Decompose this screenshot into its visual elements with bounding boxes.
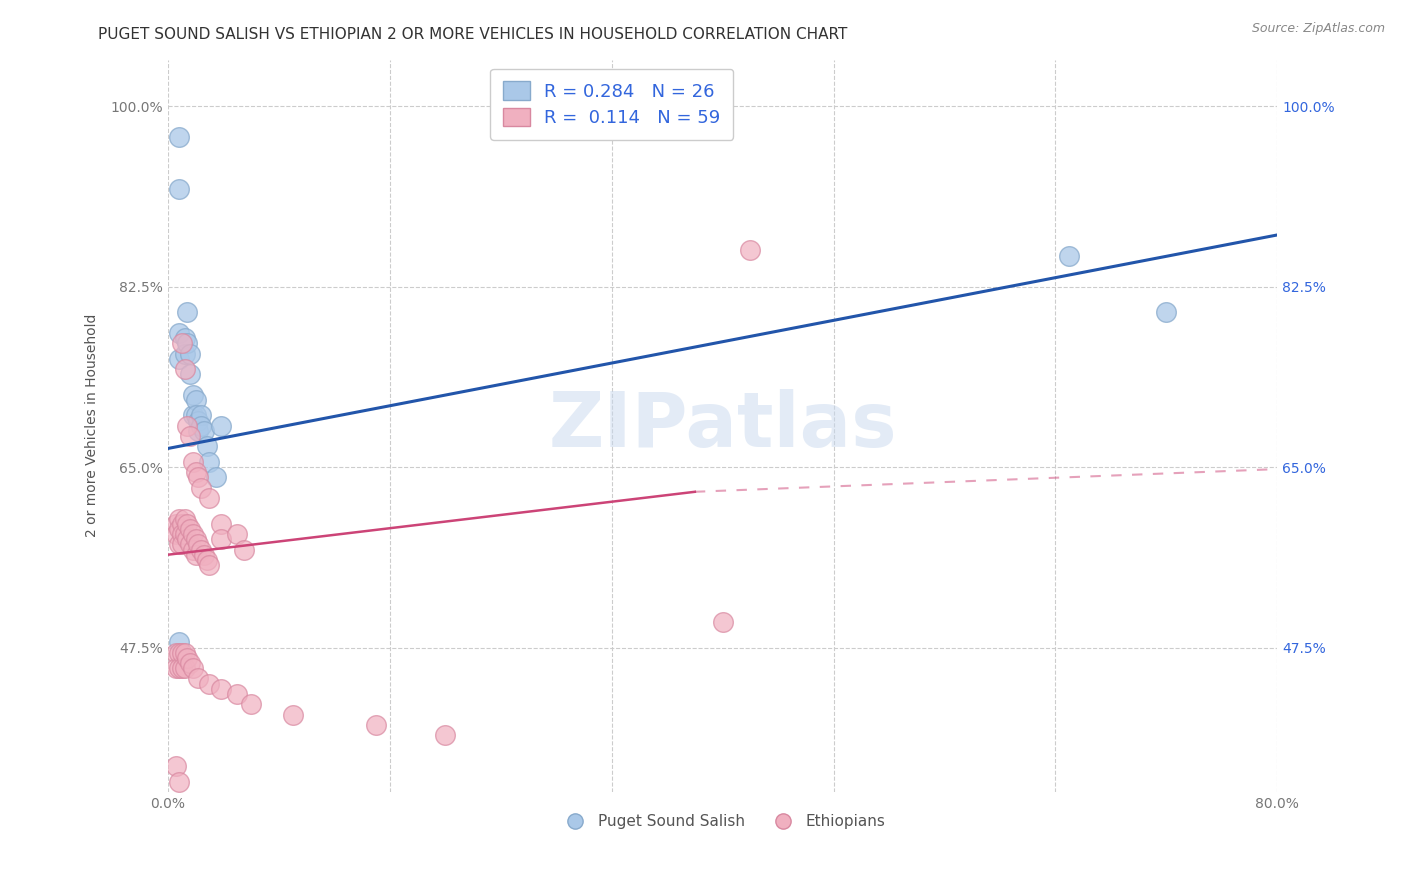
Point	[165, 516, 187, 531]
Point	[170, 646, 193, 660]
Point	[167, 181, 190, 195]
Point	[176, 516, 198, 531]
Point	[1156, 305, 1178, 319]
Point	[209, 681, 232, 696]
Point	[170, 336, 193, 351]
Point	[240, 698, 263, 712]
Point	[170, 537, 193, 551]
Point	[181, 409, 204, 423]
Point	[711, 615, 734, 629]
Point	[167, 661, 190, 675]
Point	[1059, 249, 1081, 263]
Point	[226, 687, 249, 701]
Point	[190, 481, 212, 495]
Point	[205, 470, 228, 484]
Point	[181, 455, 204, 469]
Point	[190, 418, 212, 433]
Point	[173, 511, 195, 525]
Legend: Puget Sound Salish, Ethiopians: Puget Sound Salish, Ethiopians	[554, 808, 891, 836]
Point	[165, 527, 187, 541]
Point	[167, 537, 190, 551]
Point	[173, 331, 195, 345]
Point	[179, 537, 201, 551]
Point	[209, 516, 232, 531]
Point	[193, 424, 215, 438]
Point	[209, 418, 232, 433]
Point	[181, 661, 204, 675]
Point	[170, 516, 193, 531]
Point	[179, 522, 201, 536]
Point	[167, 130, 190, 145]
Point	[176, 336, 198, 351]
Point	[198, 455, 221, 469]
Point	[184, 465, 207, 479]
Point	[176, 305, 198, 319]
Point	[165, 759, 187, 773]
Point	[176, 418, 198, 433]
Point	[364, 718, 387, 732]
Point	[179, 346, 201, 360]
Point	[198, 491, 221, 505]
Point	[173, 661, 195, 675]
Point	[195, 439, 218, 453]
Point	[173, 527, 195, 541]
Point	[173, 362, 195, 376]
Point	[181, 388, 204, 402]
Point	[167, 326, 190, 340]
Point	[187, 414, 209, 428]
Point	[165, 646, 187, 660]
Y-axis label: 2 or more Vehicles in Household: 2 or more Vehicles in Household	[86, 314, 100, 538]
Point	[209, 533, 232, 547]
Text: ZIPatlas: ZIPatlas	[548, 389, 897, 463]
Point	[195, 553, 218, 567]
Point	[198, 676, 221, 690]
Point	[179, 368, 201, 382]
Point	[187, 470, 209, 484]
Point	[179, 656, 201, 670]
Point	[434, 728, 457, 742]
Point	[167, 635, 190, 649]
Point	[167, 351, 190, 366]
Point	[181, 542, 204, 557]
Point	[165, 661, 187, 675]
Point	[233, 542, 256, 557]
Point	[198, 558, 221, 572]
Point	[170, 527, 193, 541]
Point	[167, 646, 190, 660]
Point	[173, 346, 195, 360]
Point	[184, 548, 207, 562]
Point	[190, 542, 212, 557]
Point	[179, 429, 201, 443]
Point	[181, 527, 204, 541]
Point	[281, 707, 304, 722]
Point	[184, 409, 207, 423]
Point	[226, 527, 249, 541]
Point	[167, 511, 190, 525]
Text: PUGET SOUND SALISH VS ETHIOPIAN 2 OR MORE VEHICLES IN HOUSEHOLD CORRELATION CHAR: PUGET SOUND SALISH VS ETHIOPIAN 2 OR MOR…	[98, 27, 848, 42]
Point	[193, 548, 215, 562]
Point	[740, 244, 762, 258]
Point	[184, 533, 207, 547]
Point	[173, 646, 195, 660]
Point	[187, 672, 209, 686]
Point	[190, 409, 212, 423]
Point	[187, 537, 209, 551]
Point	[187, 424, 209, 438]
Point	[176, 533, 198, 547]
Point	[184, 392, 207, 407]
Text: Source: ZipAtlas.com: Source: ZipAtlas.com	[1251, 22, 1385, 36]
Point	[167, 522, 190, 536]
Point	[167, 774, 190, 789]
Point	[176, 651, 198, 665]
Point	[170, 661, 193, 675]
